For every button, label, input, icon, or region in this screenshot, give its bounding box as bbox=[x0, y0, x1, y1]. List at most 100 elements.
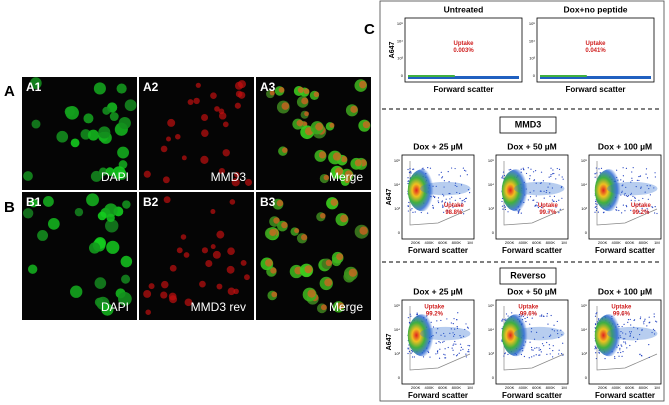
y-tick-label: 10³ bbox=[394, 351, 400, 356]
event bbox=[596, 321, 598, 323]
event bbox=[507, 211, 509, 213]
event bbox=[623, 341, 625, 343]
event bbox=[652, 328, 655, 330]
event bbox=[596, 208, 598, 210]
signal bbox=[303, 88, 310, 95]
event bbox=[436, 350, 439, 353]
event bbox=[536, 347, 538, 349]
event bbox=[561, 197, 563, 199]
panel-id: A3 bbox=[260, 80, 276, 94]
event bbox=[442, 204, 444, 206]
event bbox=[654, 329, 656, 332]
event bbox=[467, 344, 469, 347]
event bbox=[555, 206, 557, 208]
signal bbox=[169, 264, 177, 272]
signal bbox=[240, 259, 247, 266]
event bbox=[501, 197, 504, 200]
event bbox=[627, 195, 630, 197]
x-tick-label: 600K bbox=[532, 385, 542, 390]
x-tick-label: 800K bbox=[452, 385, 462, 390]
event bbox=[507, 315, 509, 317]
event bbox=[539, 315, 541, 317]
event bbox=[460, 349, 462, 351]
event bbox=[407, 205, 409, 207]
nucleus bbox=[22, 208, 34, 219]
event bbox=[539, 349, 542, 351]
panel-c-frame bbox=[379, 0, 665, 402]
signal bbox=[276, 199, 284, 207]
event bbox=[535, 354, 537, 356]
event bbox=[600, 167, 603, 169]
event bbox=[441, 177, 443, 179]
event bbox=[452, 349, 454, 351]
signal bbox=[163, 196, 171, 204]
event bbox=[558, 168, 561, 170]
event bbox=[443, 195, 445, 197]
event bbox=[646, 185, 648, 187]
event bbox=[555, 200, 558, 203]
event bbox=[501, 175, 504, 177]
event bbox=[461, 200, 463, 202]
event bbox=[622, 204, 624, 206]
nucleus bbox=[116, 83, 127, 94]
event bbox=[455, 355, 458, 357]
event bbox=[646, 325, 648, 327]
signal bbox=[281, 102, 290, 110]
x-axis-label: Forward scatter bbox=[408, 246, 468, 255]
event bbox=[618, 355, 620, 357]
event bbox=[537, 206, 539, 209]
event bbox=[595, 209, 598, 212]
stain-label: Merge bbox=[329, 300, 363, 314]
event bbox=[594, 315, 597, 317]
signal bbox=[269, 90, 275, 96]
event bbox=[594, 176, 596, 178]
event bbox=[638, 179, 640, 182]
event bbox=[638, 175, 640, 178]
event bbox=[438, 357, 441, 359]
event bbox=[558, 336, 560, 339]
event bbox=[467, 351, 469, 353]
panel-id: B2 bbox=[143, 195, 159, 209]
y-tick-label: 0 bbox=[492, 375, 495, 380]
event bbox=[594, 206, 596, 208]
y-tick-label: 10⁵ bbox=[581, 158, 587, 163]
event bbox=[625, 186, 627, 188]
event bbox=[533, 179, 535, 182]
event bbox=[623, 323, 625, 325]
y-tick-label: 10⁴ bbox=[581, 182, 587, 187]
y-tick-label: 10⁴ bbox=[397, 38, 403, 43]
event bbox=[630, 181, 632, 183]
uptake-value: 99.7% bbox=[539, 210, 557, 216]
event bbox=[441, 176, 444, 178]
uptake-value: 98.8% bbox=[445, 210, 463, 216]
event bbox=[529, 196, 532, 198]
event bbox=[547, 186, 549, 188]
event bbox=[531, 317, 533, 319]
signal bbox=[302, 121, 308, 127]
event bbox=[629, 331, 631, 333]
y-tick-label: 10⁵ bbox=[397, 21, 403, 26]
event bbox=[501, 200, 503, 203]
event bbox=[444, 348, 446, 350]
event bbox=[594, 348, 596, 350]
nucleus bbox=[87, 129, 99, 141]
event bbox=[456, 319, 458, 321]
event bbox=[560, 329, 562, 331]
nucleus bbox=[64, 106, 75, 117]
signal bbox=[330, 198, 338, 206]
event bbox=[527, 167, 529, 169]
event bbox=[408, 350, 411, 353]
x-tick-label: 400K bbox=[424, 385, 434, 390]
event bbox=[615, 209, 617, 211]
signal bbox=[148, 283, 155, 290]
micrograph bbox=[139, 192, 254, 320]
signal bbox=[320, 304, 327, 311]
event bbox=[596, 172, 598, 174]
event bbox=[649, 185, 651, 187]
stain-label: MMD3 rev bbox=[191, 300, 246, 314]
event bbox=[462, 335, 465, 337]
signal bbox=[143, 170, 151, 178]
nucleus bbox=[124, 99, 137, 112]
event bbox=[422, 356, 425, 358]
event bbox=[552, 169, 554, 171]
